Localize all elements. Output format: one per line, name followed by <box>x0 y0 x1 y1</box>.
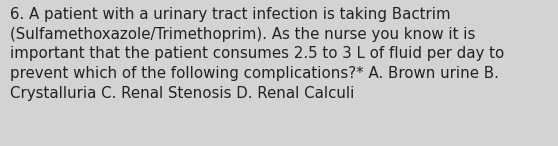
Text: 6. A patient with a urinary tract infection is taking Bactrim
(Sulfamethoxazole/: 6. A patient with a urinary tract infect… <box>10 7 504 101</box>
